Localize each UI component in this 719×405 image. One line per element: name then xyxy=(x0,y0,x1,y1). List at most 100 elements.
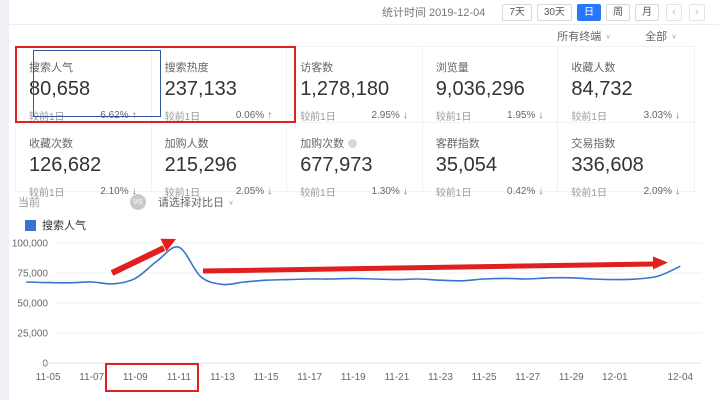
metric-card-6[interactable]: 收藏次数 126,682 较前1日 2.10% ↓ xyxy=(16,123,152,199)
vs-badge: VS xyxy=(130,194,146,210)
x-tick-label: 11-11 xyxy=(167,372,192,383)
metric-card-2[interactable]: 搜索热度 237,133 较前1日 0.06% ↑ xyxy=(151,47,288,123)
metric-label: 交易指数 xyxy=(571,138,616,150)
metric-change-pct: 2.95% xyxy=(371,110,400,121)
info-icon xyxy=(348,138,358,148)
arrow-down-icon: ↓ xyxy=(131,186,137,197)
compare-period-label: 较前1日 xyxy=(164,112,201,123)
compare-period-label: 较前1日 xyxy=(300,112,336,123)
x-tick-label: 11-17 xyxy=(297,372,322,383)
chevron-down-icon: ∨ xyxy=(228,198,234,206)
compare-period-label: 较前1日 xyxy=(435,188,472,199)
metric-card-8[interactable]: 加购次数 677,973 较前1日 1.30% ↓ xyxy=(287,123,423,199)
metric-value: 677,973 xyxy=(300,154,373,176)
arrow-down-icon: ↓ xyxy=(675,186,680,197)
compare-period-label: 较前1日 xyxy=(571,112,607,123)
metric-card-5[interactable]: 收藏人数 84,732 较前1日 3.03% ↓ xyxy=(558,47,694,123)
terminal-dropdown[interactable]: 所有终端 ∨ xyxy=(557,28,611,44)
legend-item-search-popularity[interactable]: 搜索人气 xyxy=(25,217,86,233)
topbar: 统计时间 2019-12-04 7天 30天日周月 ‹ › xyxy=(9,0,719,25)
compare-date-select[interactable]: 请选择对比日 ∨ xyxy=(158,194,234,210)
metric-card-4[interactable]: 浏览量 9,036,296 较前1日 1.95% ↓ xyxy=(422,47,559,123)
annotation-rising-arrow-shaft xyxy=(110,245,166,276)
arrow-down-icon: ↓ xyxy=(402,186,408,197)
series-line-search-popularity xyxy=(26,246,681,286)
category-dropdown[interactable]: 全部 ∨ xyxy=(645,28,677,44)
metric-change-pct: 2.05% xyxy=(235,186,265,197)
metric-value: 84,732 xyxy=(571,78,633,100)
metric-compare-row: 较前1日 2.09% ↓ xyxy=(571,184,694,199)
metric-value: 9,036,296 xyxy=(435,78,525,100)
metric-compare-row: 较前1日 1.95% ↓ xyxy=(436,108,558,123)
next-period-button[interactable]: › xyxy=(689,3,705,21)
metric-label: 收藏人数 xyxy=(571,62,616,74)
range-button-30天[interactable]: 30天 xyxy=(536,3,572,21)
compare-period-label: 较前1日 xyxy=(164,188,201,199)
chart-y-axis-labels: 0 25,000 50,000 75,000 100,000 xyxy=(12,239,49,370)
metric-change-pct: 6.62% xyxy=(100,110,129,121)
terminal-dropdown-label: 所有终端 xyxy=(557,31,602,43)
annotation-trend-arrow-shaft xyxy=(202,261,655,274)
metric-change-pct: 1.95% xyxy=(507,110,536,121)
arrow-down-icon: ↓ xyxy=(538,110,544,121)
x-tick-label: 11-15 xyxy=(254,372,279,383)
metric-compare-row: 较前1日 0.06% ↑ xyxy=(165,108,287,123)
metric-card-10[interactable]: 交易指数 336,608 较前1日 2.09% ↓ xyxy=(558,123,694,199)
range-button-月[interactable]: 月 xyxy=(635,3,659,21)
metric-change-pct: 3.03% xyxy=(643,110,672,121)
chart-x-axis-labels: 11-05 11-07 11-09 11-11 11-13 11-15 11-17 11-19… xyxy=(36,372,694,383)
metric-label: 浏览量 xyxy=(435,62,469,74)
y-tick-label: 75,000 xyxy=(17,269,48,280)
compare-period-label: 较前1日 xyxy=(300,188,336,199)
metric-card-3[interactable]: 访客数 1,278,180 较前1日 2.95% ↓ xyxy=(287,47,423,123)
range-button-7天[interactable]: 7天 xyxy=(502,3,532,21)
metric-value: 215,296 xyxy=(164,154,237,176)
y-tick-label: 50,000 xyxy=(17,299,48,310)
category-dropdown-label: 全部 xyxy=(645,31,668,43)
metric-compare-row: 较前1日 2.95% ↓ xyxy=(300,108,422,123)
range-button-日[interactable]: 日 xyxy=(577,3,601,21)
compare-period-label: 较前1日 xyxy=(435,112,472,123)
metric-compare-row: 较前1日 2.10% ↓ xyxy=(29,184,151,199)
metric-value: 126,682 xyxy=(29,154,102,176)
metric-label: 加购人数 xyxy=(164,138,209,150)
arrow-down-icon: ↓ xyxy=(267,186,273,197)
x-tick-label: 12-04 xyxy=(668,372,694,383)
prev-period-button[interactable]: ‹ xyxy=(666,3,682,21)
current-period-label: 当前 xyxy=(18,197,40,209)
metric-label: 加购次数 xyxy=(300,135,422,151)
filter-bar: 所有终端 ∨ 全部 ∨ xyxy=(9,26,719,46)
collapsed-sidebar-edge xyxy=(0,0,9,400)
metric-change-pct: 2.09% xyxy=(643,186,672,197)
metric-value: 237,133 xyxy=(164,78,237,100)
metric-compare-row: 较前1日 2.05% ↓ xyxy=(165,184,287,199)
metric-card-9[interactable]: 客群指数 35,054 较前1日 0.42% ↓ xyxy=(423,123,559,199)
date-range-button-group: 7天 30天日周月 xyxy=(502,3,659,21)
metric-change-pct: 1.30% xyxy=(371,186,400,197)
y-tick-label: 0 xyxy=(42,359,48,370)
metric-card-7[interactable]: 加购人数 215,296 较前1日 2.05% ↓ xyxy=(152,123,288,199)
legend-label: 搜索人气 xyxy=(42,220,86,232)
stat-time: 统计时间 2019-12-04 xyxy=(382,4,485,20)
annotation-layer xyxy=(105,238,668,392)
metric-compare-row: 较前1日 0.42% ↓ xyxy=(436,184,558,199)
x-tick-label: 11-19 xyxy=(341,372,366,383)
metric-label: 访客数 xyxy=(300,62,334,74)
x-tick-label: 11-07 xyxy=(79,372,104,383)
x-tick-label: 11-23 xyxy=(428,372,453,383)
annotation-red-box-x-labels xyxy=(105,363,199,392)
compare-period-label: 较前1日 xyxy=(29,112,65,123)
x-tick-label: 11-09 xyxy=(123,372,148,383)
compare-period-label: 较前1日 xyxy=(571,188,607,199)
metrics-panel: 搜索人气 80,658 较前1日 6.62% ↑ 搜索热度 237,133 较前1日 0.06%… xyxy=(15,46,695,199)
range-button-周[interactable]: 周 xyxy=(606,3,630,21)
arrow-up-icon: ↑ xyxy=(267,110,273,121)
metric-value: 336,608 xyxy=(571,154,644,176)
x-tick-label: 12-01 xyxy=(602,372,628,383)
metric-change-pct: 2.10% xyxy=(100,186,129,197)
metric-compare-row: 较前1日 3.03% ↓ xyxy=(571,108,694,123)
arrow-down-icon: ↓ xyxy=(538,186,544,197)
compare-period-label: 较前1日 xyxy=(29,188,65,199)
metric-card-1[interactable]: 搜索人气 80,658 较前1日 6.62% ↑ xyxy=(16,47,152,123)
metric-label: 搜索人气 xyxy=(29,62,73,74)
